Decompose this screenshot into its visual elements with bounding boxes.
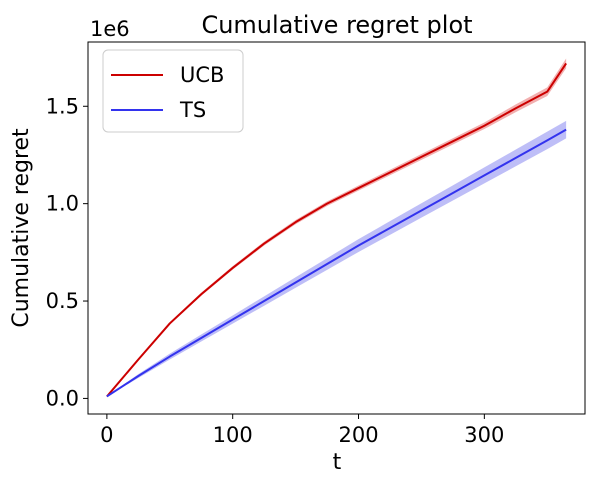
legend: UCB TS xyxy=(103,50,243,132)
x-axis-label: t xyxy=(333,450,342,475)
y-tick-label: 1.5 xyxy=(46,94,79,118)
x-tick-label: 0 xyxy=(100,423,113,447)
x-axis-ticks: 0 100 200 300 xyxy=(100,414,504,447)
y-tick-label: 1.0 xyxy=(46,192,79,216)
y-tick-label: 0.5 xyxy=(46,289,79,313)
y-tick-label: 0.0 xyxy=(46,386,79,410)
legend-label-ucb: UCB xyxy=(180,63,224,87)
legend-label-ts: TS xyxy=(179,98,206,122)
x-tick-label: 100 xyxy=(213,423,253,447)
y-axis-offset-label: 1e6 xyxy=(90,17,130,41)
x-tick-label: 200 xyxy=(338,423,378,447)
chart-title: Cumulative regret plot xyxy=(201,11,472,39)
x-tick-label: 300 xyxy=(464,423,504,447)
y-axis-label: Cumulative regret xyxy=(9,128,34,328)
y-axis-ticks: 0.0 0.5 1.0 1.5 xyxy=(46,94,88,410)
